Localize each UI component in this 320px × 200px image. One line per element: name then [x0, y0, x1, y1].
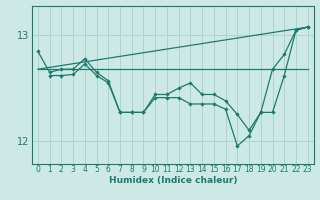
X-axis label: Humidex (Indice chaleur): Humidex (Indice chaleur) — [108, 176, 237, 185]
